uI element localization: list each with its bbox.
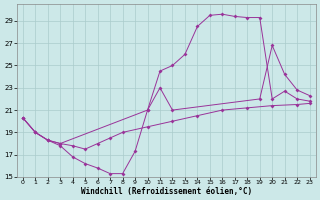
X-axis label: Windchill (Refroidissement éolien,°C): Windchill (Refroidissement éolien,°C) bbox=[81, 187, 252, 196]
